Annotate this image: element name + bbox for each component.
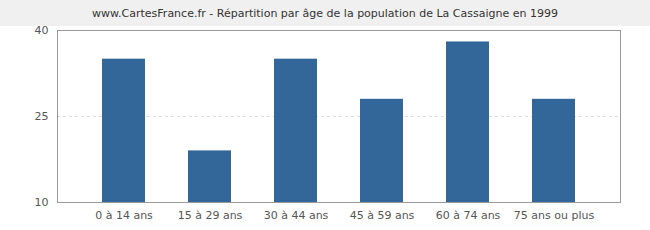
svg-text:10: 10 bbox=[35, 196, 49, 209]
svg-text:30 à 44 ans: 30 à 44 ans bbox=[264, 209, 329, 222]
html-text:www.CartesFrance.fr - Répartit: www.CartesFrance.fr - Répartition par âg… bbox=[92, 7, 558, 20]
svg-text:45 à 59 ans: 45 à 59 ans bbox=[350, 209, 415, 222]
svg-text:75 ans ou plus: 75 ans ou plus bbox=[514, 209, 595, 222]
svg-text:0 à 14 ans: 0 à 14 ans bbox=[95, 209, 153, 222]
svg-text:40: 40 bbox=[35, 26, 49, 37]
svg-text:15 à 29 ans: 15 à 29 ans bbox=[178, 209, 243, 222]
svg-text:25: 25 bbox=[35, 110, 49, 123]
svg-text:60 à 74 ans: 60 à 74 ans bbox=[436, 209, 501, 222]
